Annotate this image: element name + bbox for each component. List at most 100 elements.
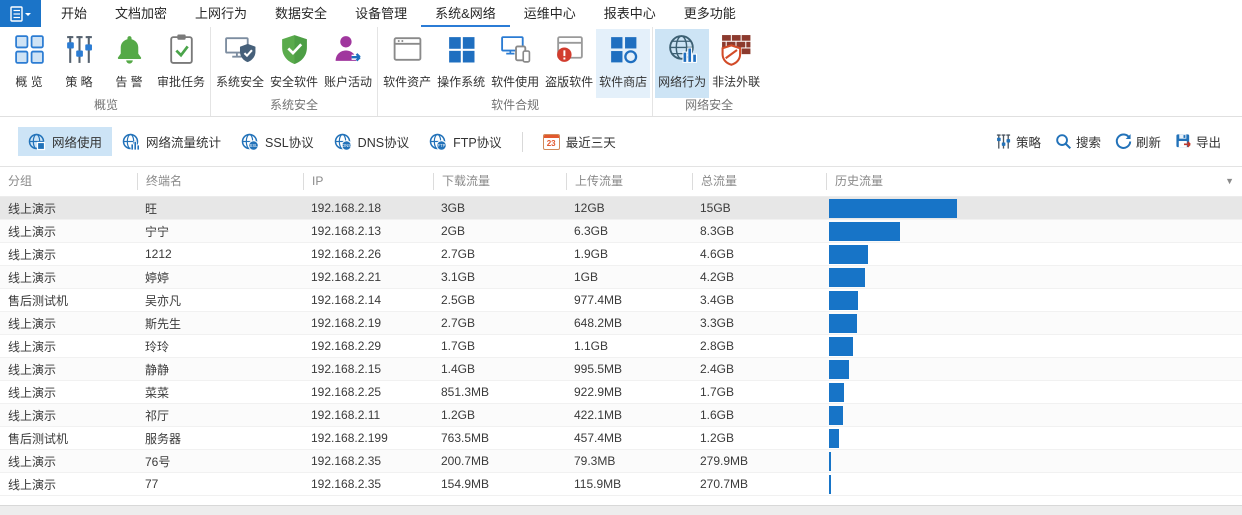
- cell-download: 2.7GB: [441, 247, 476, 261]
- cell-upload: 1.9GB: [574, 247, 609, 261]
- table-row[interactable]: 线上演示 76号 192.168.2.35 200.7MB 79.3MB 279.9MB: [0, 450, 1242, 473]
- cell-upload: 6.3GB: [574, 224, 609, 238]
- ribbon-item-software-store[interactable]: 软件商店: [596, 29, 651, 98]
- history-bar: [829, 267, 865, 287]
- table-row[interactable]: 线上演示 玲玲 192.168.2.29 1.7GB 1.1GB 2.8GB: [0, 335, 1242, 358]
- ribbon-item-security-software[interactable]: 安全软件: [267, 29, 321, 98]
- cell-upload: 79.3MB: [574, 454, 616, 468]
- tab-web-behavior[interactable]: 上网行为: [195, 6, 248, 21]
- app-menu-button[interactable]: [0, 0, 41, 27]
- view-tab-label: 网络使用: [52, 136, 103, 150]
- cell-total: 1.2GB: [700, 431, 735, 445]
- cell-terminal-name: 服务器: [145, 431, 182, 446]
- policy-button[interactable]: 策略: [988, 127, 1048, 156]
- column-header-history[interactable]: 历史流量: [826, 173, 1242, 190]
- history-bar: [829, 474, 831, 494]
- cell-terminal-name: 玲玲: [145, 339, 170, 354]
- refresh-button-label: 刷新: [1135, 136, 1161, 150]
- ribbon-item-software-assets[interactable]: 软件资产: [380, 29, 434, 98]
- cell-download: 2.5GB: [441, 293, 476, 307]
- ribbon-item-account-activity[interactable]: 账户活动: [321, 29, 375, 98]
- view-tab-traffic-stats[interactable]: 网络流量统计: [112, 127, 231, 156]
- tab-doc-encryption[interactable]: 文档加密: [115, 6, 168, 21]
- view-tab-ftp-protocol[interactable]: FTP FTP协议: [419, 127, 512, 156]
- table-row[interactable]: 线上演示 婷婷 192.168.2.21 3.1GB 1GB 4.2GB: [0, 266, 1242, 289]
- ribbon-item-pirated-software[interactable]: 盗版软件: [542, 29, 596, 98]
- tab-home[interactable]: 开始: [61, 6, 88, 21]
- tab-system-network[interactable]: 系统&网络: [421, 0, 510, 27]
- ribbon-item-alerts[interactable]: 告 警: [104, 29, 154, 98]
- status-bar: [0, 505, 1242, 515]
- svg-text:DNS: DNS: [342, 143, 351, 148]
- table-row[interactable]: 线上演示 菜菜 192.168.2.25 851.3MB 922.9MB 1.7GB: [0, 381, 1242, 404]
- column-header-upload[interactable]: 上传流量: [566, 173, 692, 190]
- column-options-dropdown-icon[interactable]: ▼: [1225, 176, 1234, 186]
- ribbon-item-network-behavior[interactable]: 网络行为: [655, 29, 710, 98]
- search-button-label: 搜索: [1075, 136, 1101, 150]
- ribbon-item-approval-tasks[interactable]: 审批任务: [154, 29, 208, 98]
- tab-data-security[interactable]: 数据安全: [275, 6, 328, 21]
- table-row[interactable]: 线上演示 静静 192.168.2.15 1.4GB 995.5MB 2.4GB: [0, 358, 1242, 381]
- tab-ops-center[interactable]: 运维中心: [523, 6, 576, 21]
- ribbon-item-label: 审批任务: [157, 75, 206, 89]
- column-header-group[interactable]: 分组: [8, 174, 33, 188]
- table-row[interactable]: 线上演示 斯先生 192.168.2.19 2.7GB 648.2MB 3.3GB: [0, 312, 1242, 335]
- ribbon-item-policy[interactable]: 策 略: [54, 29, 104, 98]
- column-header-download[interactable]: 下载流量: [433, 173, 566, 190]
- ribbon-item-label: 告 警: [115, 75, 143, 89]
- cell-ip: 192.168.2.18: [311, 201, 382, 215]
- tab-report-center[interactable]: 报表中心: [603, 6, 656, 21]
- history-bar: [829, 244, 868, 264]
- table-row[interactable]: 线上演示 1212 192.168.2.26 2.7GB 1.9GB 4.6GB: [0, 243, 1242, 266]
- column-header-ip[interactable]: IP: [303, 173, 433, 190]
- app-menu-icon: [9, 5, 31, 22]
- table-row[interactable]: 线上演示 宁宁 192.168.2.13 2GB 6.3GB 8.3GB: [0, 220, 1242, 243]
- ribbon-item-software-usage[interactable]: 软件使用: [488, 29, 542, 98]
- refresh-button[interactable]: 刷新: [1108, 127, 1168, 156]
- cell-history: [826, 313, 1242, 333]
- ribbon-group-caption: 软件合规: [491, 98, 540, 112]
- export-button[interactable]: 导出: [1168, 127, 1228, 156]
- history-bar: [829, 313, 857, 333]
- history-bar: [829, 405, 843, 425]
- table-row[interactable]: 售后测试机 吴亦凡 192.168.2.14 2.5GB 977.4MB 3.4GB: [0, 289, 1242, 312]
- ribbon-item-label: 软件资产: [383, 75, 432, 89]
- search-button[interactable]: 搜索: [1048, 127, 1108, 156]
- alert-bell-icon: [117, 36, 141, 64]
- cell-history: [826, 405, 1242, 425]
- cell-download: 3.1GB: [441, 270, 476, 284]
- tab-device-management[interactable]: 设备管理: [355, 6, 408, 21]
- cell-upload: 648.2MB: [574, 316, 623, 330]
- ribbon-item-label: 网络行为: [658, 75, 707, 89]
- ribbon-group-system-security: 系统安全 安全软件 账户活动 系统安全: [210, 27, 377, 116]
- cell-terminal-name: 静静: [145, 362, 170, 377]
- view-tab-dns-protocol[interactable]: DNS DNS协议: [324, 127, 419, 156]
- ribbon-item-operating-system[interactable]: 操作系统: [434, 29, 488, 98]
- refresh-icon: [1115, 133, 1132, 149]
- table-row[interactable]: 线上演示 77 192.168.2.35 154.9MB 115.9MB 270.7MB: [0, 473, 1242, 496]
- history-bar: [829, 359, 849, 379]
- tab-more-features[interactable]: 更多功能: [683, 6, 736, 21]
- history-bar: [829, 336, 853, 356]
- cell-terminal-name: 1212: [145, 247, 172, 261]
- column-header-total[interactable]: 总流量: [692, 173, 826, 190]
- pirated-software-icon: [556, 36, 583, 62]
- table-row[interactable]: 线上演示 旺 192.168.2.18 3GB 12GB 15GB: [0, 197, 1242, 220]
- cell-terminal-name: 菜菜: [145, 385, 170, 400]
- column-header-terminal-name[interactable]: 终端名: [137, 173, 303, 190]
- view-tab-ssl-protocol[interactable]: SSL SSL协议: [231, 127, 324, 156]
- ribbon-item-label: 安全软件: [270, 75, 319, 89]
- date-range-filter[interactable]: 23 最近三天: [533, 127, 626, 156]
- view-tab-network-usage[interactable]: 网络使用: [18, 127, 113, 156]
- cell-total: 2.4GB: [700, 362, 735, 376]
- table-row[interactable]: 售后测试机 服务器 192.168.2.199 763.5MB 457.4MB 1.2GB: [0, 427, 1242, 450]
- cell-ip: 192.168.2.25: [311, 385, 382, 399]
- ribbon-item-system-security[interactable]: 系统安全: [213, 29, 267, 98]
- table-row[interactable]: 线上演示 祁厅 192.168.2.11 1.2GB 422.1MB 1.6GB: [0, 404, 1242, 427]
- ribbon-item-illegal-connection[interactable]: 非法外联: [709, 29, 763, 98]
- history-bar: [829, 198, 957, 218]
- ribbon-item-overview[interactable]: 概 览: [4, 29, 54, 98]
- cell-group: 线上演示: [8, 362, 57, 377]
- cell-upload: 115.9MB: [574, 477, 622, 491]
- cell-ip: 192.168.2.35: [311, 454, 382, 468]
